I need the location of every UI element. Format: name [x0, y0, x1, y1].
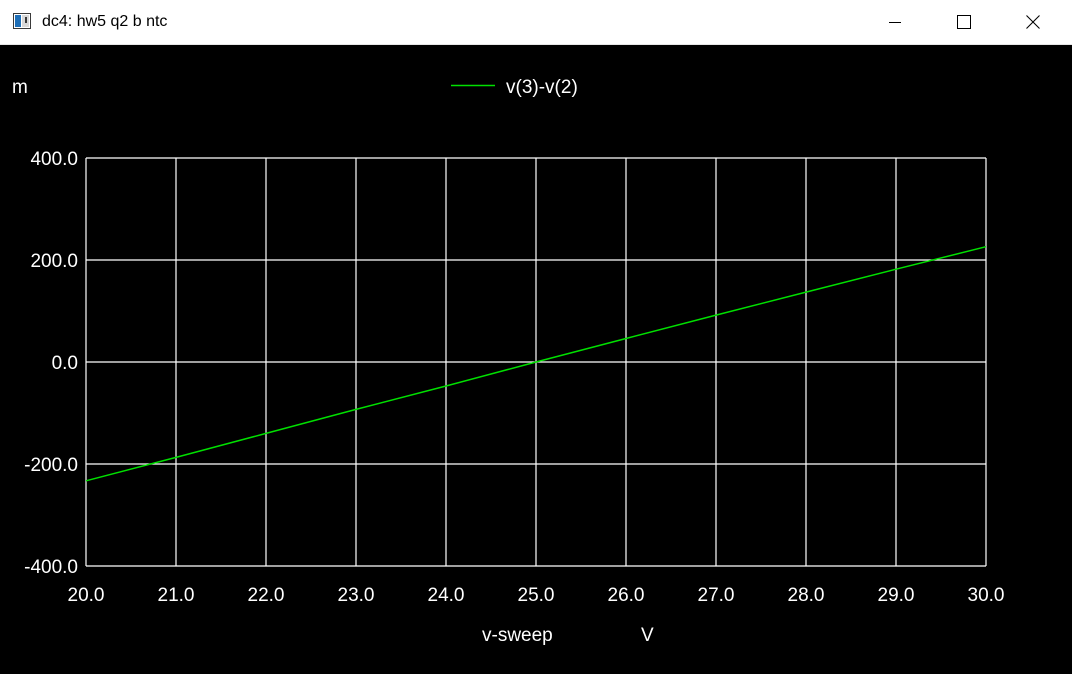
trace-layer	[85, 245, 987, 482]
y-tick-label: 0.0	[52, 353, 78, 374]
y-tick-label: 400.0	[30, 149, 78, 170]
x-tick-label: 25.0	[518, 585, 555, 606]
maximize-icon	[957, 15, 971, 29]
y-tick-labels: 400.0 200.0 0.0 -200.0 -400.0	[24, 149, 78, 578]
title-bar[interactable]: dc4: hw5 q2 b ntc	[0, 0, 1072, 45]
x-tick-label: 24.0	[428, 585, 465, 606]
minimize-icon	[889, 22, 901, 23]
close-icon	[1026, 15, 1040, 29]
waveform-chart: 400.0 200.0 0.0 -200.0 -400.0 20.0 21.0 22.0 23…	[12, 77, 1005, 646]
x-tick-label: 27.0	[698, 585, 735, 606]
x-axis-unit: V	[641, 625, 654, 646]
plot-area: 400.0 200.0 0.0 -200.0 -400.0 20.0 21.0 22.0 23…	[0, 45, 1072, 669]
y-unit-label: m	[12, 77, 28, 98]
grid-lines	[85, 157, 987, 567]
legend-label: v(3)-v(2)	[506, 77, 578, 98]
minimize-button[interactable]	[872, 0, 918, 44]
series-line	[85, 245, 987, 482]
y-tick-label: -200.0	[24, 455, 78, 476]
x-tick-labels: 20.0 21.0 22.0 23.0 24.0 25.0 26.0 27.0 28.0 29.0…	[68, 585, 1005, 606]
x-tick-label: 26.0	[608, 585, 645, 606]
x-tick-label: 20.0	[68, 585, 105, 606]
x-tick-label: 28.0	[788, 585, 825, 606]
y-tick-label: 200.0	[30, 251, 78, 272]
x-tick-label: 30.0	[968, 585, 1005, 606]
maximize-button[interactable]	[941, 0, 987, 44]
x-axis-label: v-sweep	[482, 625, 553, 646]
x-tick-label: 23.0	[338, 585, 375, 606]
y-tick-label: -400.0	[24, 557, 78, 578]
x-tick-label: 22.0	[248, 585, 285, 606]
app-window-icon	[13, 13, 31, 29]
x-tick-label: 29.0	[878, 585, 915, 606]
x-tick-label: 21.0	[158, 585, 195, 606]
close-button[interactable]	[1010, 0, 1056, 44]
window-title: dc4: hw5 q2 b ntc	[42, 13, 168, 30]
